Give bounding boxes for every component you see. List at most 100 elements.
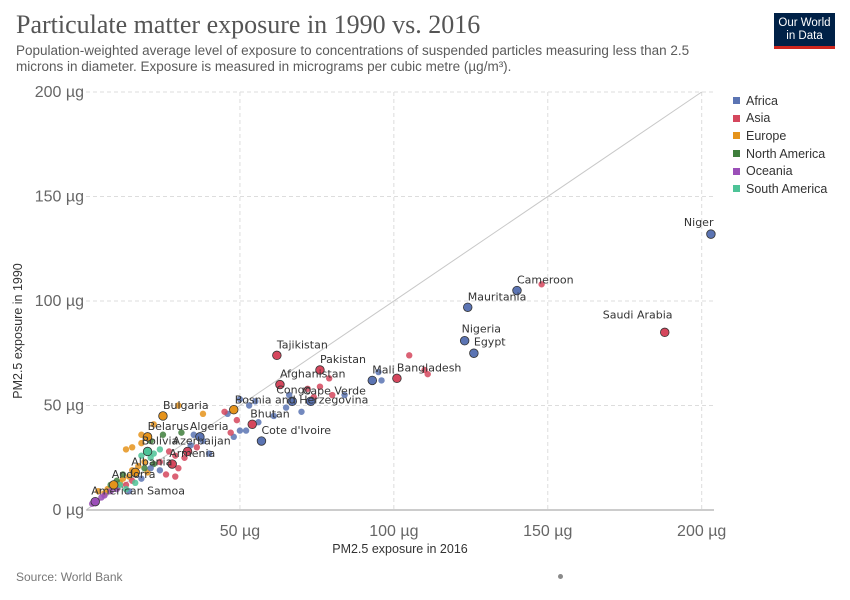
point-label: Afghanistan: [280, 368, 346, 381]
data-point[interactable]: [141, 465, 148, 472]
data-point[interactable]: [122, 485, 130, 493]
labeled-data-point[interactable]: [469, 348, 479, 358]
data-point[interactable]: [119, 471, 127, 478]
point-label: Belarus: [148, 420, 190, 433]
data-point[interactable]: [285, 391, 293, 399]
labeled-data-point[interactable]: [459, 336, 470, 346]
labeled-data-point[interactable]: [158, 411, 168, 421]
data-point[interactable]: [329, 391, 336, 399]
labeled-data-point[interactable]: [195, 432, 205, 442]
labeled-data-point[interactable]: [463, 302, 473, 312]
labeled-data-point[interactable]: [90, 496, 100, 507]
data-point[interactable]: [233, 416, 241, 424]
data-point[interactable]: [95, 487, 102, 495]
labeled-data-point[interactable]: [315, 365, 325, 375]
data-point[interactable]: [156, 467, 164, 474]
data-point[interactable]: [304, 385, 311, 392]
data-point[interactable]: [316, 383, 324, 390]
legend-item[interactable]: Europe: [733, 127, 827, 145]
data-point[interactable]: [138, 439, 145, 447]
legend-item[interactable]: South America: [733, 180, 827, 198]
legend-item[interactable]: Oceania: [733, 162, 827, 180]
labeled-data-point[interactable]: [306, 396, 316, 407]
legend-label: South America: [746, 181, 828, 196]
labeled-data-point[interactable]: [287, 396, 297, 407]
owid-logo[interactable]: Our World in Data: [774, 13, 835, 49]
data-point[interactable]: [116, 481, 124, 489]
labeled-data-point[interactable]: [182, 446, 193, 457]
data-point[interactable]: [122, 446, 130, 453]
data-point[interactable]: [199, 410, 207, 418]
point-label: Niger: [684, 216, 714, 229]
data-point[interactable]: [150, 421, 157, 428]
data-point[interactable]: [221, 408, 228, 415]
data-point[interactable]: [245, 402, 253, 409]
labeled-data-point[interactable]: [275, 379, 285, 390]
labeled-data-point[interactable]: [167, 459, 177, 469]
data-point[interactable]: [132, 479, 139, 487]
data-point[interactable]: [135, 462, 142, 470]
data-point[interactable]: [298, 408, 305, 415]
data-point[interactable]: [175, 402, 182, 409]
data-point[interactable]: [538, 281, 545, 288]
data-point[interactable]: [252, 398, 259, 405]
data-point[interactable]: [378, 377, 385, 384]
data-point[interactable]: [236, 396, 244, 403]
data-point[interactable]: [375, 368, 382, 376]
labeled-data-point[interactable]: [512, 285, 522, 296]
data-point[interactable]: [178, 429, 185, 436]
labeled-data-point[interactable]: [229, 404, 239, 415]
legend-item[interactable]: North America: [733, 145, 827, 163]
labeled-data-point[interactable]: [247, 419, 257, 430]
data-point[interactable]: [147, 454, 154, 461]
data-point[interactable]: [242, 427, 250, 434]
data-point[interactable]: [181, 454, 188, 461]
data-point[interactable]: [270, 412, 277, 420]
data-point[interactable]: [162, 471, 170, 478]
data-point[interactable]: [175, 465, 182, 472]
y-tick-label: 50 µg: [44, 398, 84, 415]
data-point[interactable]: [341, 391, 348, 399]
legend-item[interactable]: Asia: [733, 110, 827, 128]
legend-swatch: [733, 97, 740, 105]
data-point[interactable]: [165, 448, 173, 455]
labeled-data-point[interactable]: [392, 373, 402, 384]
data-point[interactable]: [156, 458, 164, 466]
labeled-data-point[interactable]: [272, 350, 282, 361]
data-point[interactable]: [406, 352, 413, 359]
data-point[interactable]: [138, 452, 145, 459]
data-point[interactable]: [156, 446, 164, 453]
labeled-data-point[interactable]: [706, 229, 716, 239]
source-note: Source: World Bank: [16, 570, 123, 584]
data-point[interactable]: [128, 444, 136, 451]
data-point[interactable]: [98, 494, 105, 501]
point-label: Andorra: [112, 468, 156, 481]
data-point[interactable]: [138, 475, 145, 482]
timeline-dot[interactable]: [558, 574, 563, 579]
data-point[interactable]: [172, 473, 179, 480]
labeled-data-point[interactable]: [256, 436, 267, 446]
data-point[interactable]: [147, 465, 154, 472]
data-point[interactable]: [227, 429, 234, 436]
data-point[interactable]: [236, 427, 244, 434]
labeled-data-point[interactable]: [109, 480, 119, 490]
data-point[interactable]: [325, 375, 333, 382]
data-point[interactable]: [159, 431, 167, 438]
data-point[interactable]: [205, 450, 213, 457]
data-point[interactable]: [187, 442, 194, 449]
data-point[interactable]: [141, 458, 148, 466]
point-label: Bangladesh: [397, 361, 462, 374]
data-point[interactable]: [172, 452, 179, 459]
labeled-data-point[interactable]: [142, 446, 153, 457]
data-point[interactable]: [421, 366, 428, 374]
labeled-data-point[interactable]: [142, 432, 153, 442]
point-label: Nigeria: [462, 323, 501, 336]
labeled-data-point[interactable]: [367, 375, 377, 386]
legend-label: Africa: [746, 93, 778, 108]
labeled-data-point[interactable]: [130, 467, 140, 478]
legend-item[interactable]: Africa: [733, 92, 827, 110]
labeled-data-point[interactable]: [660, 327, 670, 338]
data-point[interactable]: [282, 404, 290, 411]
data-point[interactable]: [107, 487, 114, 495]
data-point[interactable]: [193, 444, 201, 451]
